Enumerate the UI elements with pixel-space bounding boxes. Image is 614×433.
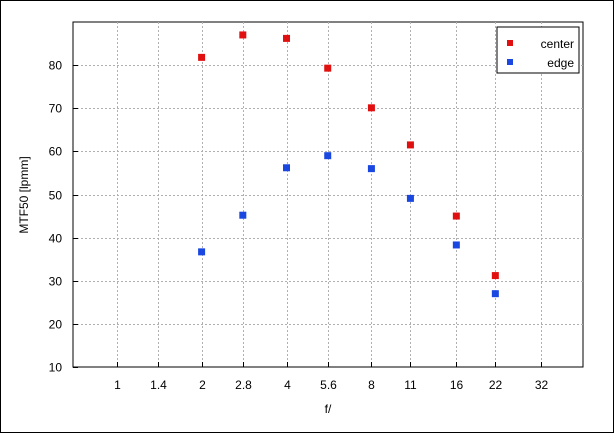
tick-layer: 1 1.4 2 2.8 4 5.6 8 11 16 22 32 10 20 30 40 50 60 70 80 bbox=[49, 59, 549, 393]
y-tick-label: 70 bbox=[49, 102, 63, 116]
legend: center edge bbox=[496, 26, 580, 74]
legend-label-center: center bbox=[541, 37, 574, 51]
y-tick-label: 80 bbox=[49, 59, 63, 73]
x-tick-label: 1.4 bbox=[150, 378, 167, 392]
data-point-center bbox=[283, 34, 291, 42]
series-layer bbox=[198, 31, 499, 298]
data-point-center bbox=[491, 272, 499, 280]
data-point-center bbox=[406, 141, 414, 149]
x-tick-label: 22 bbox=[489, 378, 503, 392]
data-point-edge bbox=[367, 165, 375, 173]
y-tick-label: 50 bbox=[49, 189, 63, 203]
legend-box bbox=[496, 26, 580, 74]
data-point-edge bbox=[239, 211, 247, 219]
x-tick-label: 5.6 bbox=[320, 378, 337, 392]
y-tick-label: 40 bbox=[49, 232, 63, 246]
data-point-center bbox=[367, 104, 375, 112]
y-axis-label: MTF50 [lpmm] bbox=[17, 156, 31, 233]
y-tick-label: 30 bbox=[49, 275, 63, 289]
data-point-edge bbox=[198, 248, 206, 256]
x-tick-label: 8 bbox=[368, 378, 375, 392]
legend-swatch-edge bbox=[507, 59, 513, 65]
data-point-edge bbox=[283, 164, 291, 172]
legend-swatch-center bbox=[507, 40, 513, 46]
x-axis-label: f/ bbox=[325, 402, 332, 416]
x-tick-label: 32 bbox=[535, 378, 549, 392]
data-point-edge bbox=[406, 194, 414, 202]
data-point-edge bbox=[452, 241, 460, 249]
x-tick-label: 1 bbox=[114, 378, 121, 392]
y-tick-label: 20 bbox=[49, 318, 63, 332]
x-tick-label: 16 bbox=[450, 378, 464, 392]
data-point-center bbox=[452, 212, 460, 220]
grid-layer bbox=[73, 22, 583, 367]
data-point-center bbox=[324, 64, 332, 72]
data-point-edge bbox=[324, 152, 332, 160]
y-tick-label: 60 bbox=[49, 145, 63, 159]
y-tick-label: 10 bbox=[49, 361, 63, 375]
data-point-edge bbox=[491, 290, 499, 298]
x-tick-label: 4 bbox=[284, 378, 291, 392]
x-tick-label: 2 bbox=[199, 378, 206, 392]
x-tick-label: 11 bbox=[404, 378, 417, 392]
legend-label-edge: edge bbox=[547, 56, 574, 70]
data-point-center bbox=[239, 31, 247, 39]
x-tick-label: 2.8 bbox=[235, 378, 252, 392]
data-point-center bbox=[198, 53, 206, 61]
